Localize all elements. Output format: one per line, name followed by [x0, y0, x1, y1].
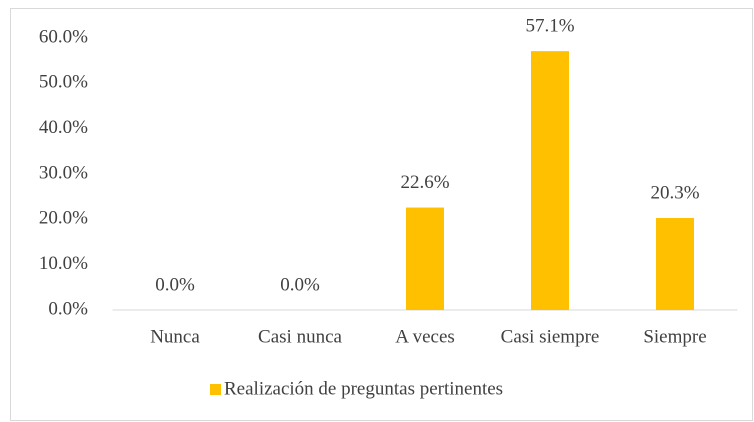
- data-label: 20.3%: [650, 182, 699, 203]
- x-tick-label: Nunca: [150, 326, 200, 347]
- x-tick-label: Casi siempre: [501, 326, 600, 347]
- legend-swatch: [210, 384, 221, 395]
- chart-frame: [10, 8, 753, 421]
- legend-label: Realización de preguntas pertinentes: [224, 378, 503, 399]
- y-tick-label: 50.0%: [39, 72, 88, 93]
- bar: [656, 217, 694, 310]
- x-tick-label: Siempre: [643, 326, 706, 347]
- data-label: 22.6%: [400, 172, 449, 193]
- data-label: 0.0%: [280, 274, 320, 295]
- y-tick-label: 20.0%: [39, 208, 88, 229]
- y-tick-label: 60.0%: [39, 26, 88, 47]
- y-tick-label: 40.0%: [39, 117, 88, 138]
- bar: [406, 207, 444, 310]
- y-tick-label: 0.0%: [48, 298, 88, 319]
- data-label: 57.1%: [525, 16, 574, 37]
- x-tick-label: Casi nunca: [258, 326, 342, 347]
- y-tick-label: 10.0%: [39, 253, 88, 274]
- data-label: 0.0%: [155, 274, 195, 295]
- bar: [531, 51, 569, 310]
- x-tick-label: A veces: [395, 326, 455, 347]
- y-tick-label: 30.0%: [39, 162, 88, 183]
